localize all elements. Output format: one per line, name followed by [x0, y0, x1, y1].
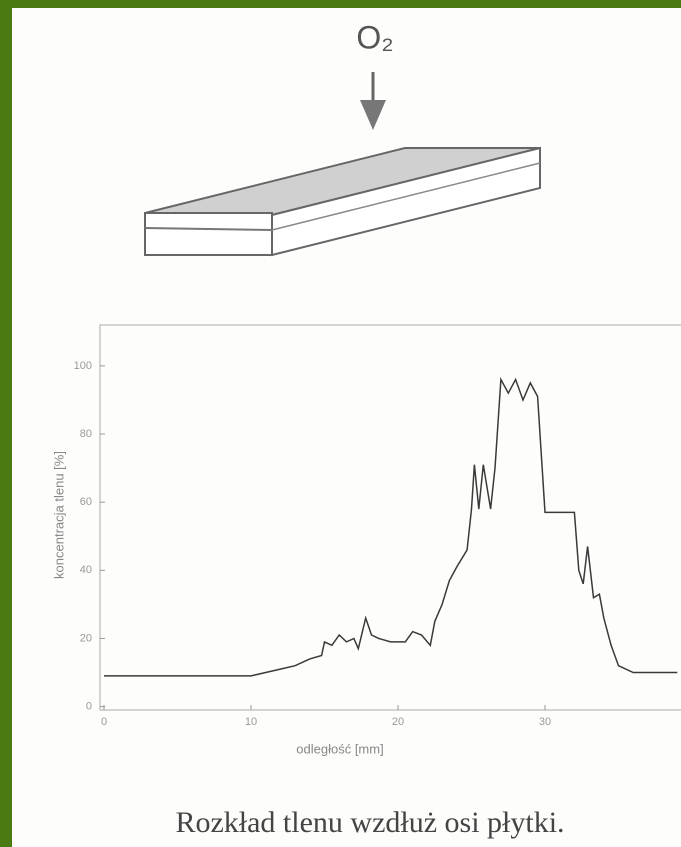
y-tick-label: 100	[74, 360, 92, 372]
page: O₂ 0 20 40 60 80 100 0 10 20 30 odległość [mm] ko…	[0, 0, 681, 847]
paper	[12, 8, 681, 847]
plate-front	[145, 213, 272, 255]
x-tick-label: 0	[101, 716, 107, 728]
y-tick-label: 60	[80, 496, 92, 508]
x-tick-label: 20	[392, 716, 404, 728]
y-tick-label: 80	[80, 428, 92, 440]
y-tick-label: 20	[80, 632, 92, 644]
x-axis-label: odległość [mm]	[296, 741, 383, 756]
oxygen-label: O₂	[356, 19, 393, 55]
x-tick-label: 30	[539, 716, 551, 728]
caption: Rozkład tlenu wzdłuż osi płytki.	[175, 806, 564, 839]
figure: O₂ 0 20 40 60 80 100 0 10 20 30 odległość [mm] ko…	[0, 0, 681, 847]
y-tick-label: 0	[86, 700, 92, 712]
y-axis-label: koncentracja tlenu [%]	[51, 451, 66, 579]
y-tick-label: 40	[80, 564, 92, 576]
x-tick-label: 10	[245, 716, 257, 728]
